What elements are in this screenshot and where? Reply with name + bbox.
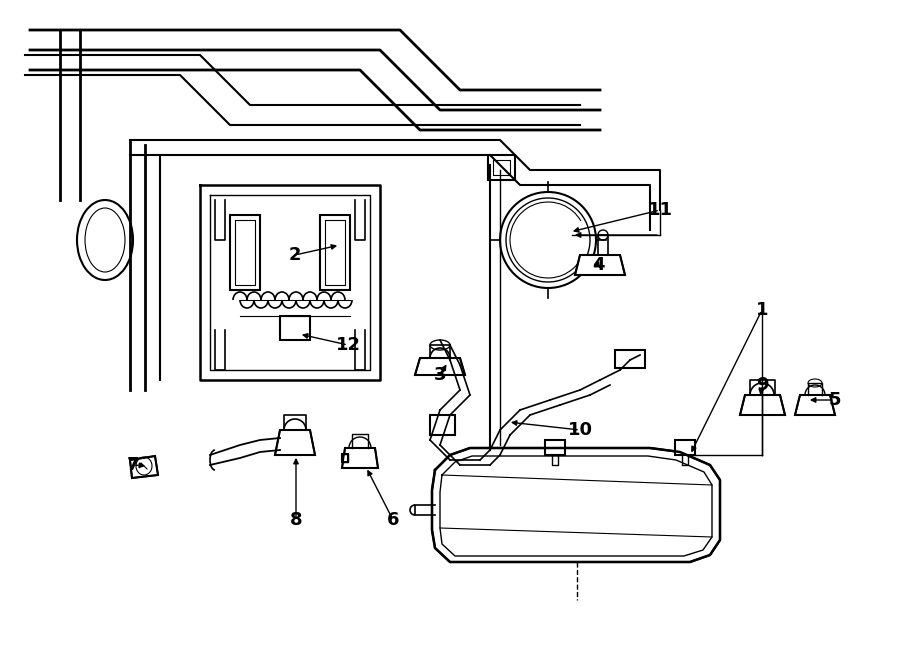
Text: 8: 8 [290, 511, 302, 529]
Text: 10: 10 [568, 421, 592, 439]
Text: 5: 5 [829, 391, 842, 409]
Polygon shape [432, 448, 720, 562]
Polygon shape [615, 350, 645, 368]
Polygon shape [488, 155, 515, 180]
Polygon shape [342, 448, 378, 468]
Text: 12: 12 [336, 336, 361, 354]
Polygon shape [320, 215, 350, 290]
Text: 11: 11 [647, 201, 672, 219]
Text: 4: 4 [592, 256, 604, 274]
Text: 1: 1 [756, 301, 769, 319]
Polygon shape [342, 454, 348, 462]
Polygon shape [675, 440, 695, 455]
Polygon shape [430, 415, 455, 435]
Polygon shape [275, 430, 315, 455]
Polygon shape [415, 358, 465, 375]
Text: 9: 9 [756, 376, 769, 394]
Polygon shape [740, 395, 785, 415]
Text: 7: 7 [127, 456, 140, 474]
Polygon shape [280, 316, 310, 340]
Text: 3: 3 [434, 366, 446, 384]
Text: 6: 6 [387, 511, 400, 529]
Polygon shape [230, 215, 260, 290]
Text: 2: 2 [289, 246, 302, 264]
Polygon shape [575, 255, 625, 275]
Polygon shape [545, 440, 565, 455]
Polygon shape [795, 395, 835, 415]
Polygon shape [130, 456, 158, 478]
